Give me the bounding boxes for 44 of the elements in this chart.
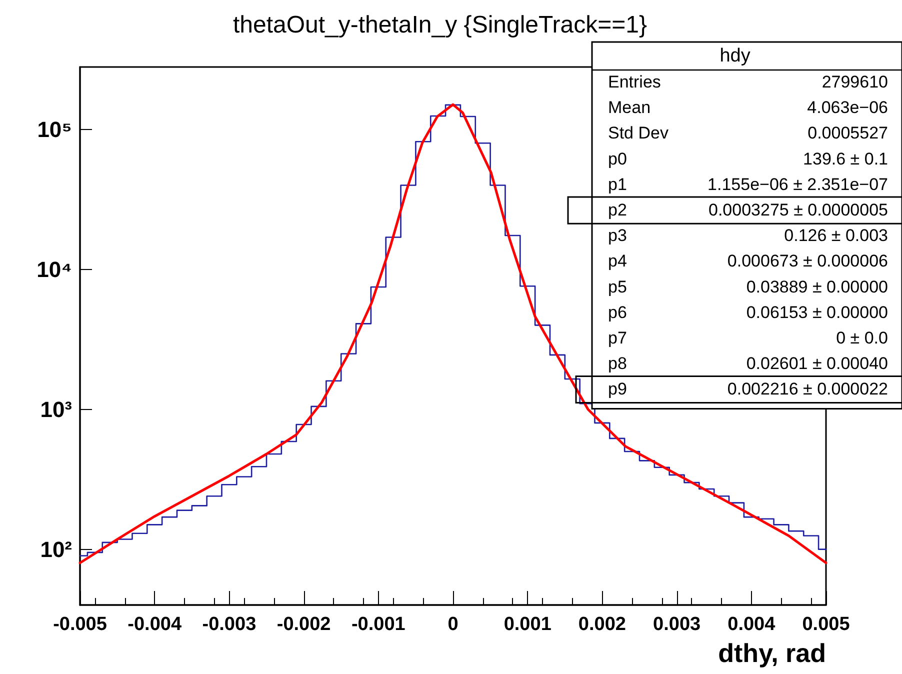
annotation: 0.0003275 ± 0.0000005 xyxy=(708,200,888,220)
annotation: 139.6 ± 0.1 xyxy=(803,149,888,168)
x-tick-label: 0 xyxy=(448,614,458,635)
annotation: p4 xyxy=(608,252,627,271)
annotation: 0.06153 ± 0.00000 xyxy=(746,302,888,322)
annotation: Mean xyxy=(608,98,651,118)
x-tick-label: -0.005 xyxy=(53,614,108,635)
annotation: p9 xyxy=(608,380,627,399)
x-axis-title: dthy, rad xyxy=(718,638,826,668)
x-tick-label: -0.002 xyxy=(276,614,331,635)
annotation: 2799610 xyxy=(822,72,888,92)
text: 0 ± 0.0 xyxy=(836,328,888,348)
x-tick-label: -0.003 xyxy=(202,614,256,635)
x-tick-label: -0.001 xyxy=(351,614,406,635)
annotation: p8 xyxy=(608,354,627,374)
x-tick-label: 0.004 xyxy=(728,614,776,635)
x-tick-label: 0.002 xyxy=(578,614,626,635)
annotation: p1 xyxy=(608,174,627,194)
annotation: 0.0005527 xyxy=(808,124,888,143)
annotation: p7 xyxy=(608,328,627,348)
annotation: 0.002216 ± 0.000022 xyxy=(727,380,888,399)
y-tick-label: 10² xyxy=(40,536,72,562)
chart-title: thetaOut_y-thetaIn_y {SingleTrack==1} xyxy=(232,12,648,38)
annotation: Std Dev xyxy=(608,124,669,143)
annotation: p5 xyxy=(608,277,627,296)
annotation: p3 xyxy=(608,226,627,246)
annotation: 0.000673 ± 0.000006 xyxy=(727,252,888,271)
y-tick-label: 10³ xyxy=(40,396,72,422)
annotation: p2 xyxy=(608,200,627,220)
annotation: 0.02601 ± 0.00040 xyxy=(746,354,888,374)
annotation: 1.155e−06 ± 2.351e−07 xyxy=(708,174,888,194)
annotation: p0 xyxy=(608,149,627,168)
y-tick-label: 10⁵ xyxy=(37,117,72,142)
x-tick-label: -0.004 xyxy=(128,614,182,635)
y-tick-label: 10⁴ xyxy=(36,256,72,282)
x-tick-label: 0.005 xyxy=(802,614,850,635)
text: hdy xyxy=(720,46,751,66)
annotation: p6 xyxy=(608,302,627,322)
annotation: 0.03889 ± 0.00000 xyxy=(746,277,888,296)
x-tick-label: 0.001 xyxy=(504,614,552,635)
annotation: Entries xyxy=(608,72,661,92)
annotation: 0.126 ± 0.003 xyxy=(784,226,888,246)
x-tick-label: 0.003 xyxy=(653,614,701,635)
annotation: 4.063e−06 xyxy=(807,98,888,118)
